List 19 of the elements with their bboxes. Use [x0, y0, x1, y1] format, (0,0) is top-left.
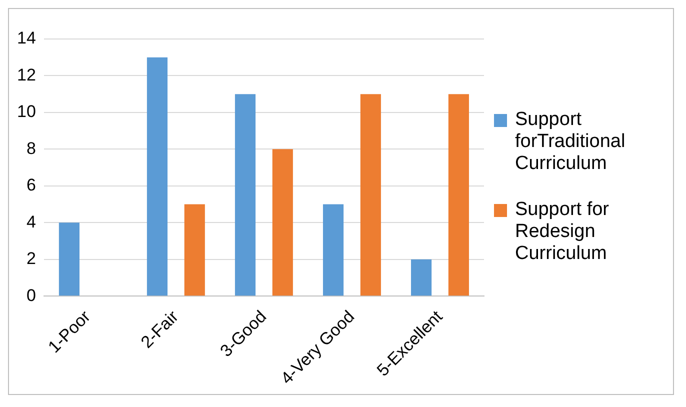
bar — [234, 94, 256, 296]
bar — [58, 222, 80, 296]
legend-label: Support forTraditional Curriculum — [515, 109, 626, 175]
bar — [411, 259, 432, 296]
bar — [272, 149, 293, 296]
y-tick-label: 6 — [26, 176, 36, 195]
y-tick-label: 12 — [16, 65, 36, 84]
bar — [184, 204, 205, 296]
y-tick-label: 2 — [26, 249, 36, 268]
bar — [146, 57, 168, 296]
bar — [448, 94, 469, 296]
bar — [322, 204, 344, 296]
y-tick-label: 8 — [26, 138, 36, 158]
y-tick-label: 14 — [16, 28, 36, 48]
y-tick-label: 0 — [26, 286, 36, 305]
y-tick-label: 10 — [16, 102, 36, 122]
bar — [360, 94, 381, 296]
legend-label: Support for Redesign Curriculum — [515, 199, 610, 265]
y-tick-label: 4 — [26, 212, 36, 232]
